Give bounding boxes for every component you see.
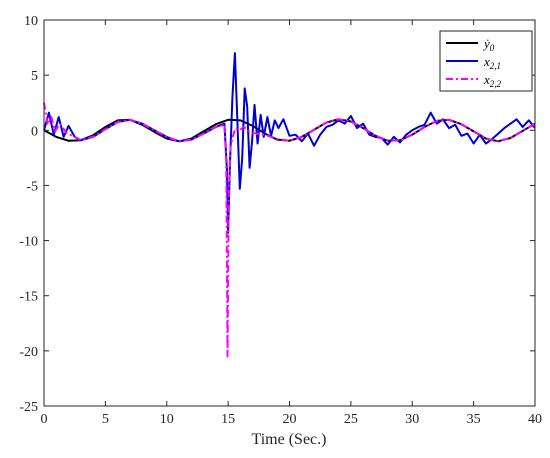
legend-label-main: ẏ <box>482 36 490 51</box>
series-line-3 <box>43 102 536 358</box>
y-tick-label: -20 <box>19 345 38 360</box>
series-layer <box>43 52 536 358</box>
legend-label-1: ẏ0 <box>482 36 495 53</box>
y-tick-label: -5 <box>26 179 38 194</box>
legend-label-subscript: 2,1 <box>490 61 501 71</box>
x-tick-label: 40 <box>528 412 542 427</box>
y-tick-label: 10 <box>24 14 38 29</box>
x-tick-label: 15 <box>221 412 235 427</box>
y-tick-label: 5 <box>31 69 38 84</box>
x-tick-label: 0 <box>41 412 48 427</box>
y-tick-label: -25 <box>19 400 38 415</box>
x-tick-label: 5 <box>102 412 109 427</box>
x-tick-label: 25 <box>344 412 358 427</box>
x-axis-title: Time (Sec.) <box>252 431 327 448</box>
x-tick-label: 30 <box>405 412 419 427</box>
y-tick-label: -10 <box>19 235 38 250</box>
ticks-layer: 0 5 10 15 20 25 30 35 40 10 5 0 -5 -10 -15 -20 -25 <box>19 14 542 427</box>
legend-label-main: x <box>483 72 490 87</box>
y-tick-label: -15 <box>19 290 38 305</box>
x-tick-label: 35 <box>467 412 481 427</box>
x-tick-label: 10 <box>160 412 174 427</box>
legend-label-subscript: 2,2 <box>490 79 502 89</box>
legend-label-main: x <box>483 54 490 69</box>
y-tick-label: 0 <box>31 124 38 139</box>
x-tick-label: 20 <box>283 412 297 427</box>
legend-label-subscript: 0 <box>490 43 495 53</box>
legend-label-2: x2,1 <box>483 54 501 71</box>
legend-label-3: x2,2 <box>483 72 502 89</box>
